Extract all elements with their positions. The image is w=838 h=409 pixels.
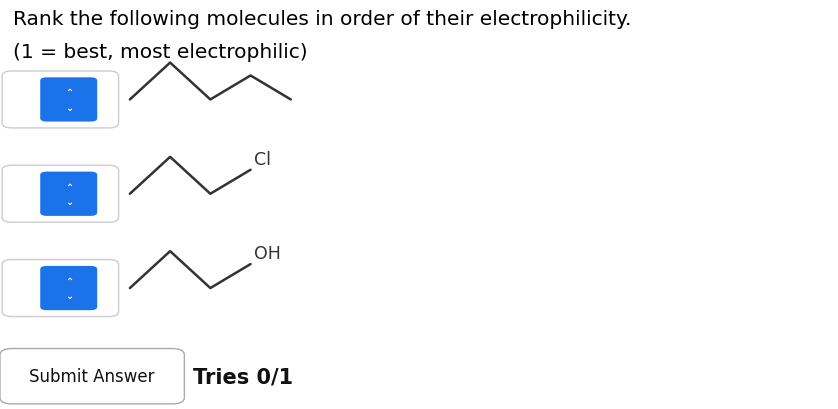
Text: (1 = best, most electrophilic): (1 = best, most electrophilic) xyxy=(13,43,308,62)
Text: ⌃: ⌃ xyxy=(65,276,73,286)
Text: ⌄: ⌄ xyxy=(65,103,73,112)
Text: ⌄: ⌄ xyxy=(65,197,73,207)
FancyBboxPatch shape xyxy=(40,78,97,122)
Text: ⌄: ⌄ xyxy=(65,291,73,301)
FancyBboxPatch shape xyxy=(2,72,119,128)
Text: ⌃: ⌃ xyxy=(65,88,73,98)
FancyBboxPatch shape xyxy=(0,348,184,404)
Text: Cl: Cl xyxy=(254,151,271,169)
Text: Tries 0/1: Tries 0/1 xyxy=(193,366,292,386)
Text: ⌃: ⌃ xyxy=(65,182,73,192)
Text: Submit Answer: Submit Answer xyxy=(29,367,155,385)
Text: OH: OH xyxy=(254,245,281,263)
FancyBboxPatch shape xyxy=(40,266,97,310)
FancyBboxPatch shape xyxy=(2,260,119,317)
FancyBboxPatch shape xyxy=(40,172,97,216)
Text: Rank the following molecules in order of their electrophilicity.: Rank the following molecules in order of… xyxy=(13,10,631,29)
FancyBboxPatch shape xyxy=(2,166,119,222)
